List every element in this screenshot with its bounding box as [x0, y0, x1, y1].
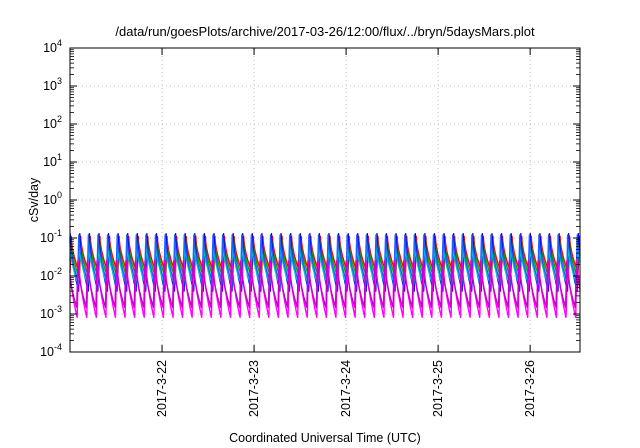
x-tick-label: 2017-3-24 [339, 360, 353, 417]
grid [70, 48, 580, 352]
series-line [69, 260, 581, 308]
y-tick-label: 10-1 [40, 228, 62, 245]
y-tick-label: 101 [43, 152, 62, 169]
y-tick-label: 102 [43, 114, 62, 131]
x-axis-label: Coordinated Universal Time (UTC) [229, 431, 421, 445]
x-tick-label: 2017-3-23 [247, 360, 261, 417]
x-tick-label: 2017-3-26 [523, 360, 537, 417]
x-tick-label: 2017-3-25 [431, 360, 445, 417]
x-axis: 2017-3-22 2017-3-23 2017-3-24 2017-3-25 2017… [155, 48, 537, 417]
series-layer [69, 233, 581, 318]
y-tick-label: 10-4 [40, 342, 62, 359]
y-tick-label: 100 [43, 190, 62, 207]
x-tick-label: 2017-3-22 [155, 360, 169, 417]
y-tick-label: 10-3 [40, 304, 62, 321]
y-axis-label: cSv/day [27, 177, 41, 222]
series-line [69, 234, 581, 281]
y-axis: 10-4 10-3 10-2 10-1 100 101 102 103 104 [40, 38, 580, 359]
y-tick-label: 10-2 [40, 266, 62, 283]
chart-title: /data/run/goesPlots/archive/2017-03-26/1… [115, 24, 535, 39]
series-line [69, 258, 581, 318]
y-tick-label: 103 [43, 76, 62, 93]
y-tick-label: 104 [43, 38, 62, 55]
